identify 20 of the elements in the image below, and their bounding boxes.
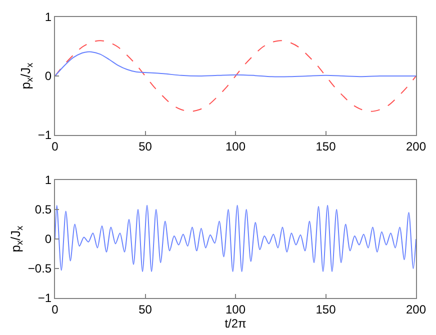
y-tick-label: −1 [38,291,52,306]
x-tick-label: 150 [316,139,336,154]
y-tick-label: 1 [44,10,52,24]
x-tick-label: 50 [138,302,152,316]
x-tick-label: 200 [406,302,426,316]
line-series [55,40,416,112]
y-tick-label: 0 [44,232,52,246]
x-tick-label: 50 [138,139,152,154]
y-tick-label: 0 [44,69,52,84]
y-tick-label: 0.5 [34,202,52,217]
x-tick-label: 150 [316,302,336,316]
x-tick-label: 100 [225,302,246,316]
x-tick-label: 100 [225,139,246,154]
y-tick-label: −0.5 [28,262,52,276]
line-series [55,204,416,272]
y-tick-label: −1 [38,128,52,142]
y-tick-label: 1 [44,173,52,188]
x-axis-title: t/2π [224,316,246,330]
x-tick-label: 200 [406,139,426,154]
line-series [55,51,416,78]
